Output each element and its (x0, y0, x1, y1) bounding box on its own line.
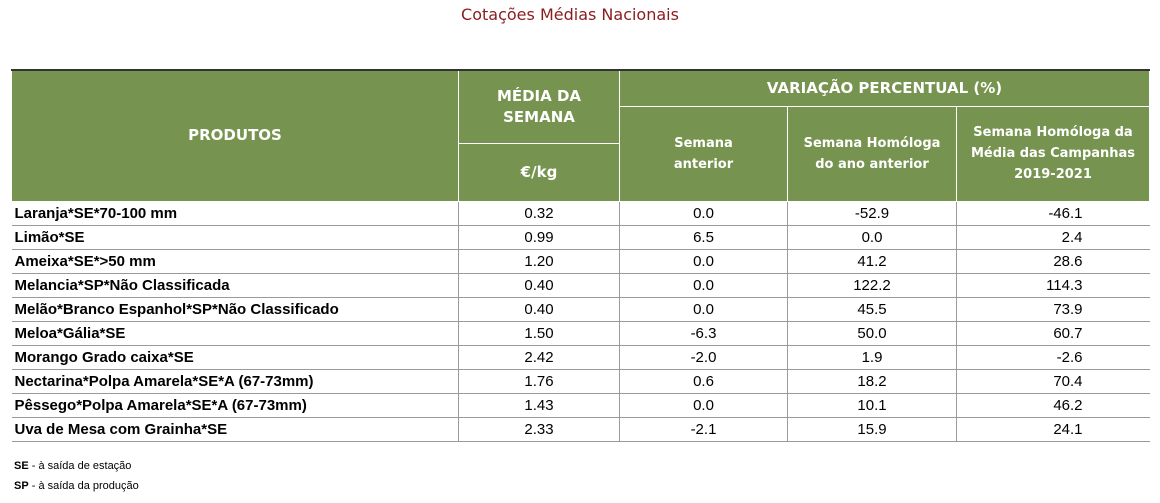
cell-campanhas: -2.6 (955, 345, 1150, 370)
table-row: Pêssego*Polpa Amarela*SE*A (67-73mm) 1.4… (11, 393, 1150, 418)
cell-media: 1.43 (458, 393, 620, 418)
header-homologa-media: Semana Homóloga da Média das Campanhas 2… (955, 105, 1151, 202)
cell-produto: Melancia*SP*Não Classificada (11, 273, 459, 298)
footnote-text: - à saída da produção (28, 480, 139, 492)
cell-anterior: 0.6 (619, 369, 788, 394)
header-semana-anterior-l2: anterior (673, 156, 734, 172)
cell-produto: Melão*Branco Espanhol*SP*Não Classificad… (11, 297, 459, 322)
cell-produto: Meloa*Gália*SE (11, 321, 459, 346)
cell-produto: Limão*SE (11, 225, 459, 250)
header-homologa-media-l3: 2019-2021 (1014, 167, 1092, 182)
cell-ano: 45.5 (787, 297, 957, 322)
cell-campanhas: 114.3 (955, 273, 1150, 298)
header-media-line1: MÉDIA DA (496, 86, 582, 105)
cell-produto: Nectarina*Polpa Amarela*SE*A (67-73mm) (11, 369, 459, 394)
cell-produto: Pêssego*Polpa Amarela*SE*A (67-73mm) (11, 393, 459, 418)
cell-campanhas: 70.4 (955, 369, 1150, 394)
cell-produto: Morango Grado caixa*SE (11, 345, 459, 370)
cell-media: 0.32 (458, 201, 620, 226)
header-variacao: VARIAÇÃO PERCENTUAL (%) (618, 69, 1151, 107)
cell-anterior: 0.0 (619, 393, 788, 418)
cell-campanhas: -46.1 (955, 201, 1150, 226)
cell-ano: 15.9 (787, 417, 957, 442)
cell-ano: 10.1 (787, 393, 957, 418)
cell-campanhas: 2.4 (955, 225, 1150, 250)
cell-media: 2.33 (458, 417, 620, 442)
header-homologa-media-l1: Semana Homóloga da (973, 125, 1133, 140)
footnote-text: - à saída de estação (28, 460, 132, 472)
cell-anterior: 0.0 (619, 297, 788, 322)
cell-ano: 122.2 (787, 273, 957, 298)
table-row: Melancia*SP*Não Classificada 0.40 0.0 12… (11, 273, 1150, 298)
cell-media: 1.20 (458, 249, 620, 274)
header-unit: €/kg (458, 142, 620, 202)
header-produtos: PRODUTOS (11, 69, 459, 202)
cell-produto: Laranja*SE*70-100 mm (11, 201, 459, 226)
cell-campanhas: 46.2 (955, 393, 1150, 418)
page-title: Cotações Médias Nacionais (461, 5, 679, 24)
cell-ano: 0.0 (787, 225, 957, 250)
cell-ano: 1.9 (787, 345, 957, 370)
cell-produto: Uva de Mesa com Grainha*SE (11, 417, 459, 442)
footnotes: SE - à saída de estação SP - à saída da … (14, 456, 139, 496)
header-homologa-ano: Semana Homóloga do ano anterior (787, 105, 957, 202)
cell-ano: 41.2 (787, 249, 957, 274)
cell-media: 0.99 (458, 225, 620, 250)
table-row: Ameixa*SE*>50 mm 1.20 0.0 41.2 28.6 (11, 249, 1150, 274)
table-row: Meloa*Gália*SE 1.50 -6.3 50.0 60.7 (11, 321, 1150, 346)
cell-anterior: 0.0 (619, 273, 788, 298)
header-media-line2: SEMANA (503, 107, 575, 126)
footnote-se: SE - à saída de estação (14, 456, 139, 476)
cell-media: 1.50 (458, 321, 620, 346)
cell-anterior: -2.1 (619, 417, 788, 442)
table-row: Laranja*SE*70-100 mm 0.32 0.0 -52.9 -46.… (11, 201, 1150, 226)
quotes-table: PRODUTOS MÉDIA DA SEMANA VARIAÇÃO PERCEN… (11, 69, 1151, 442)
table-row: Limão*SE 0.99 6.5 0.0 2.4 (11, 225, 1150, 250)
cell-anterior: -2.0 (619, 345, 788, 370)
cell-anterior: 6.5 (619, 225, 788, 250)
table-row: Nectarina*Polpa Amarela*SE*A (67-73mm) 1… (11, 369, 1150, 394)
footnote-abbr: SE (14, 460, 29, 472)
table-row: Morango Grado caixa*SE 2.42 -2.0 1.9 -2.… (11, 345, 1150, 370)
header-homologa-ano-l1: Semana Homóloga (803, 135, 941, 151)
cell-campanhas: 28.6 (955, 249, 1150, 274)
cell-campanhas: 24.1 (955, 417, 1150, 442)
cell-campanhas: 73.9 (955, 297, 1150, 322)
cell-anterior: 0.0 (619, 249, 788, 274)
cell-media: 2.42 (458, 345, 620, 370)
header-semana-anterior-l1: Semana (674, 135, 733, 151)
header-semana-anterior: Semana anterior (619, 105, 788, 202)
table-row: Melão*Branco Espanhol*SP*Não Classificad… (11, 297, 1150, 322)
cell-ano: -52.9 (787, 201, 957, 226)
cell-anterior: -6.3 (619, 321, 788, 346)
cell-media: 0.40 (458, 297, 620, 322)
cell-media: 1.76 (458, 369, 620, 394)
cell-media: 0.40 (458, 273, 620, 298)
cell-produto: Ameixa*SE*>50 mm (11, 249, 459, 274)
cell-ano: 50.0 (787, 321, 957, 346)
header-homologa-ano-l2: do ano anterior (815, 156, 929, 172)
header-media-semana: MÉDIA DA SEMANA (458, 69, 620, 144)
cell-ano: 18.2 (787, 369, 957, 394)
footnote-abbr: SP (14, 480, 29, 492)
footnote-sp: SP - à saída da produção (14, 476, 139, 496)
cell-anterior: 0.0 (619, 201, 788, 226)
table-row: Uva de Mesa com Grainha*SE 2.33 -2.1 15.… (11, 417, 1150, 442)
cell-campanhas: 60.7 (955, 321, 1150, 346)
header-homologa-media-l2: Média das Campanhas (970, 146, 1136, 161)
